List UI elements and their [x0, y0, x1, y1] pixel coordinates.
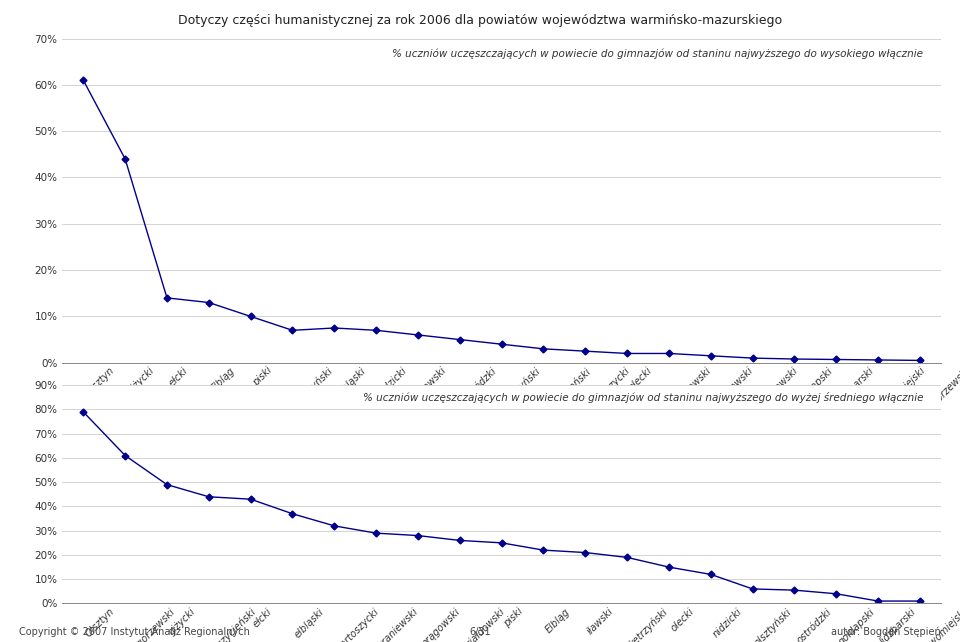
Text: Copyright © 2007 Instytut Analiz Regionalnych: Copyright © 2007 Instytut Analiz Regiona…	[19, 627, 250, 637]
Text: 6/31: 6/31	[469, 627, 491, 637]
Text: % uczniów uczęszczających w powiecie do gimnazjów od staninu najwyższego do wyso: % uczniów uczęszczających w powiecie do …	[393, 48, 924, 59]
Text: Dotyczy części humanistycznej za rok 2006 dla powiatów województwa warmińsko-maz: Dotyczy części humanistycznej za rok 200…	[178, 14, 782, 27]
Text: autor: Bogdan Stępień: autor: Bogdan Stępień	[831, 627, 941, 637]
Text: % uczniów uczęszczających w powiecie do gimnazjów od staninu najwyższego do wyże: % uczniów uczęszczających w powiecie do …	[363, 392, 924, 403]
